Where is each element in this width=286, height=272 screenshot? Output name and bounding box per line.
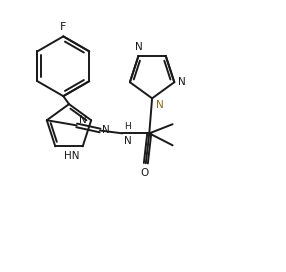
Text: N: N [79, 115, 87, 125]
Text: F: F [60, 22, 67, 32]
Text: N: N [134, 42, 142, 52]
Text: H: H [124, 122, 130, 131]
Text: O: O [140, 168, 148, 178]
Text: N: N [178, 77, 186, 87]
Text: N: N [156, 100, 163, 110]
Text: HN: HN [64, 151, 80, 160]
Text: N: N [124, 136, 131, 146]
Text: N: N [102, 125, 110, 135]
